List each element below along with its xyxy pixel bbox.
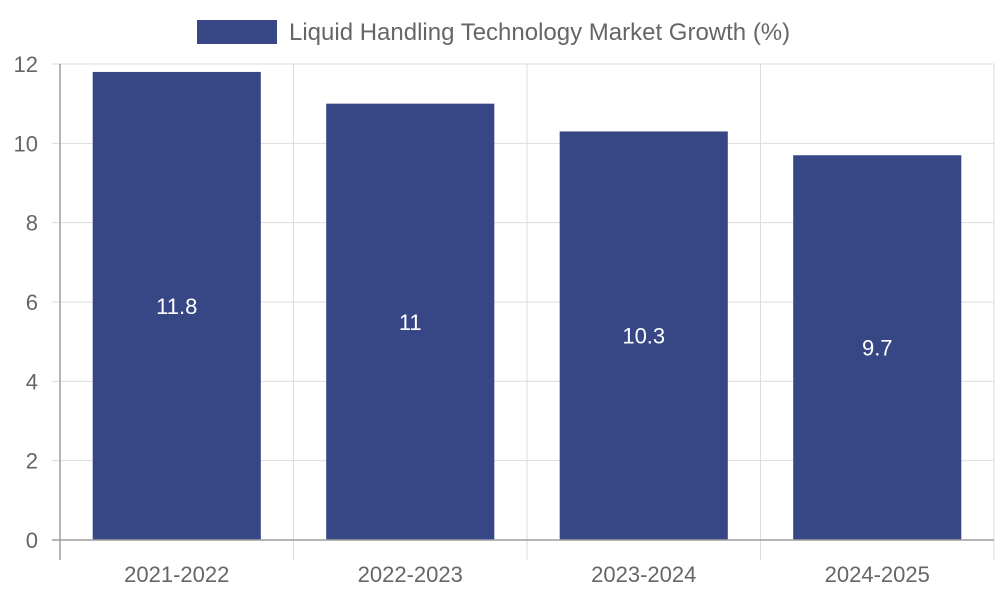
x-tick-label: 2024-2025 bbox=[825, 562, 930, 587]
data-label: 9.7 bbox=[862, 336, 893, 361]
x-tick-label: 2023-2024 bbox=[591, 562, 696, 587]
legend-swatch[interactable] bbox=[197, 20, 277, 44]
y-tick-label: 2 bbox=[26, 449, 38, 474]
legend[interactable]: Liquid Handling Technology Market Growth… bbox=[197, 19, 790, 46]
data-label: 11.8 bbox=[156, 294, 197, 319]
x-tick-label: 2022-2023 bbox=[358, 562, 463, 587]
data-labels: 11.8 11 10.3 9.7 bbox=[156, 294, 892, 361]
bar-2023-2024[interactable] bbox=[559, 131, 728, 540]
y-tick-label: 4 bbox=[26, 369, 38, 394]
y-tick-label: 0 bbox=[26, 528, 38, 553]
bar-2022-2023[interactable] bbox=[326, 103, 495, 541]
axes: 0 2 4 6 8 10 12 2021-2022 2022-2023 2023-2024 2024… bbox=[14, 52, 994, 587]
y-tick-label: 12 bbox=[14, 52, 38, 77]
bars bbox=[92, 71, 962, 541]
y-tick-label: 6 bbox=[26, 290, 38, 315]
y-tick-label: 10 bbox=[14, 131, 38, 156]
x-tick-label: 2021-2022 bbox=[124, 562, 229, 587]
bar-2024-2025[interactable] bbox=[793, 155, 962, 540]
data-label: 10.3 bbox=[622, 324, 665, 349]
y-tick-label: 8 bbox=[26, 211, 38, 236]
bar-2021-2022[interactable] bbox=[92, 71, 261, 540]
legend-label[interactable]: Liquid Handling Technology Market Growth… bbox=[289, 19, 790, 46]
data-label: 11 bbox=[399, 310, 422, 335]
